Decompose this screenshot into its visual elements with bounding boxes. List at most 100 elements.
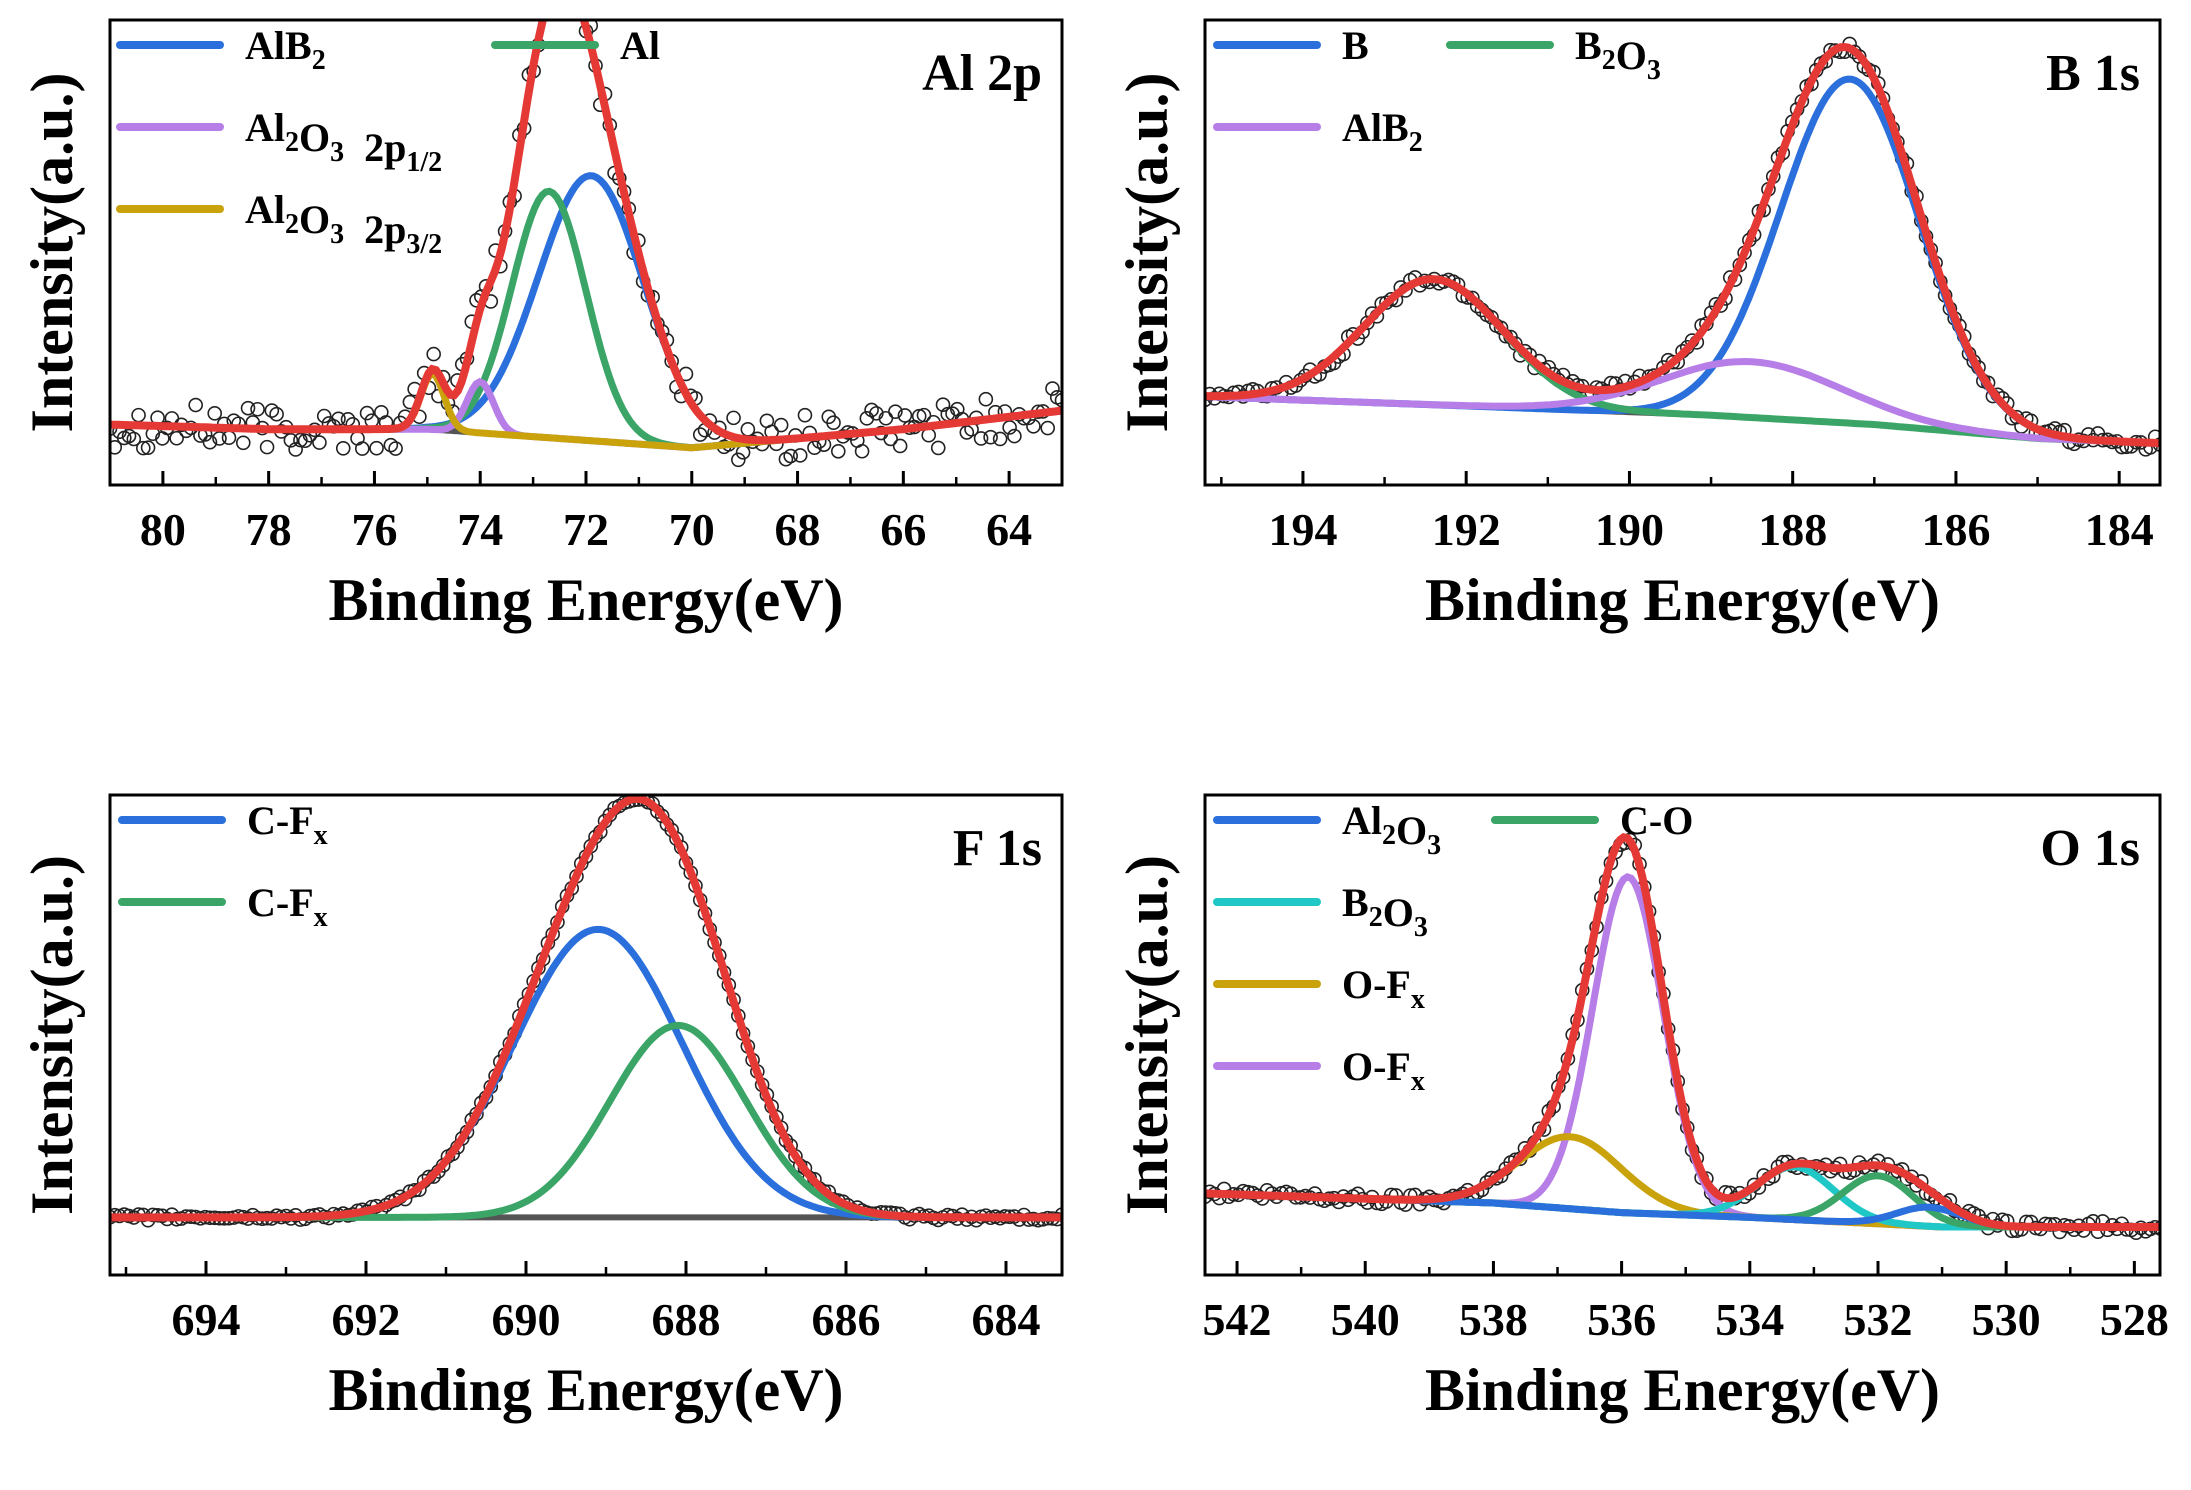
data-point <box>136 440 151 456</box>
data-point <box>1665 354 1681 370</box>
data-point <box>864 402 879 418</box>
data-point <box>570 0 583 10</box>
data-point <box>959 425 975 440</box>
x-tick-label: 64 <box>986 504 1032 555</box>
envelope-fit-line <box>110 20 1062 445</box>
data-point <box>202 434 218 450</box>
panel-b-1s: 194 192 190 188 186 184 Binding Energy(eV) Inte… <box>1114 18 2162 633</box>
data-point <box>264 403 280 418</box>
x-tick-label: 694 <box>172 1294 241 1345</box>
x-tick-label: 690 <box>492 1294 561 1345</box>
data-point <box>1007 428 1022 444</box>
legend-item: AlB2 <box>1213 105 1423 158</box>
x-tick-label: 186 <box>1921 504 1990 555</box>
data-point <box>1040 420 1056 436</box>
data-point <box>1045 381 1060 396</box>
data-point <box>897 408 913 423</box>
legend-item: Al2O3 <box>1213 798 1441 861</box>
y-axis-title: Intensity(a.u.) <box>19 72 85 432</box>
legend-label: C-Fx <box>247 798 328 851</box>
plot-area <box>110 795 1062 1228</box>
legend-item: Al2O3 2p1/2 <box>116 105 442 178</box>
x-axis-title: Binding Energy(eV) <box>1425 1357 1940 1423</box>
legend-item: Al2O3 2p3/2 <box>116 187 442 260</box>
data-point <box>983 429 998 445</box>
legend-label: AlB2 <box>245 23 326 76</box>
x-tick-label: 684 <box>972 1294 1041 1345</box>
x-tick-label: 66 <box>880 504 926 555</box>
data-point <box>126 431 142 447</box>
x-tick-label: 194 <box>1268 504 1337 555</box>
data-point <box>888 404 903 419</box>
data-point <box>110 439 123 455</box>
y-axis-title: Intensity(a.u.) <box>1114 72 1180 432</box>
x-tick-label: 530 <box>1972 1294 2041 1345</box>
legend-label: Al <box>620 23 660 68</box>
data-point <box>426 346 441 362</box>
data-point <box>1002 420 1017 435</box>
legend-item: B2O3 <box>1213 880 1428 943</box>
legend-item: C-Fx <box>118 880 328 933</box>
x-tick-label: 532 <box>1843 1294 1912 1345</box>
data-point <box>773 417 789 433</box>
data-point <box>930 440 946 456</box>
data-point <box>978 391 994 407</box>
legend-item: B <box>1213 23 1369 68</box>
data-point <box>1026 419 1041 434</box>
data-point <box>374 404 389 420</box>
panel-o-1s: 542 540 538 536 534 532 530 528 Binding Energy(e… <box>1114 793 2169 1423</box>
data-point <box>293 432 308 448</box>
data-point <box>369 440 384 456</box>
legend-label: Al2O3 2p3/2 <box>245 187 442 260</box>
data-point <box>916 407 932 423</box>
x-tick-label: 76 <box>351 504 397 555</box>
x-tick-label: 190 <box>1595 504 1664 555</box>
panel-label: F 1s <box>953 820 1042 877</box>
data-point <box>140 440 156 455</box>
legend-label: C-O <box>1620 798 1693 843</box>
legend: B AlB2 B2O3 <box>1213 23 1661 158</box>
component-line-c-fx <box>110 925 1062 1221</box>
data-point <box>240 400 256 416</box>
legend: Al2O3 B2O3 O-Fx O-Fx C-O <box>1213 798 1693 1097</box>
data-point <box>354 441 370 456</box>
legend: C-Fx C-Fx <box>118 798 328 933</box>
legend-label: Al2O3 <box>1342 798 1441 861</box>
x-axis-title: Binding Energy(eV) <box>1425 567 1940 633</box>
data-point <box>312 435 327 450</box>
legend-label: O-Fx <box>1342 1044 1425 1097</box>
x-tick-label: 68 <box>775 504 821 555</box>
legend: AlB2 Al2O3 2p1/2 Al2O3 2p3/2 Al <box>116 23 660 260</box>
panel-label: O 1s <box>2040 820 2140 877</box>
data-point <box>826 415 841 430</box>
envelope-fit-line <box>110 795 1062 1222</box>
plot-area <box>1205 36 2160 457</box>
data-point <box>797 407 813 423</box>
data-point <box>131 407 146 423</box>
x-tick-label: 528 <box>2100 1294 2169 1345</box>
data-point <box>1484 310 1499 325</box>
legend-item: O-Fx <box>1213 962 1425 1015</box>
data-point <box>388 441 403 456</box>
data-point <box>235 435 251 451</box>
data-point <box>269 406 284 422</box>
data-point <box>546 0 559 10</box>
y-axis-title: Intensity(a.u.) <box>1114 855 1180 1215</box>
legend-label: Al2O3 2p1/2 <box>245 105 442 178</box>
x-tick-label: 692 <box>332 1294 401 1345</box>
x-tick-label: 72 <box>563 504 609 555</box>
data-point <box>221 430 237 445</box>
data-point <box>792 448 808 463</box>
x-tick-label: 74 <box>457 504 503 555</box>
data-point <box>335 440 351 456</box>
legend-label: B <box>1342 23 1369 68</box>
x-tick-label: 540 <box>1331 1294 1400 1345</box>
legend-label: C-Fx <box>247 880 328 933</box>
data-point <box>892 438 908 454</box>
data-point <box>207 406 223 421</box>
plot-frame <box>1203 793 2162 1277</box>
x-tick-label: 538 <box>1459 1294 1528 1345</box>
legend-label: B2O3 <box>1342 880 1428 943</box>
data-point <box>383 437 399 453</box>
data-point <box>735 445 751 460</box>
